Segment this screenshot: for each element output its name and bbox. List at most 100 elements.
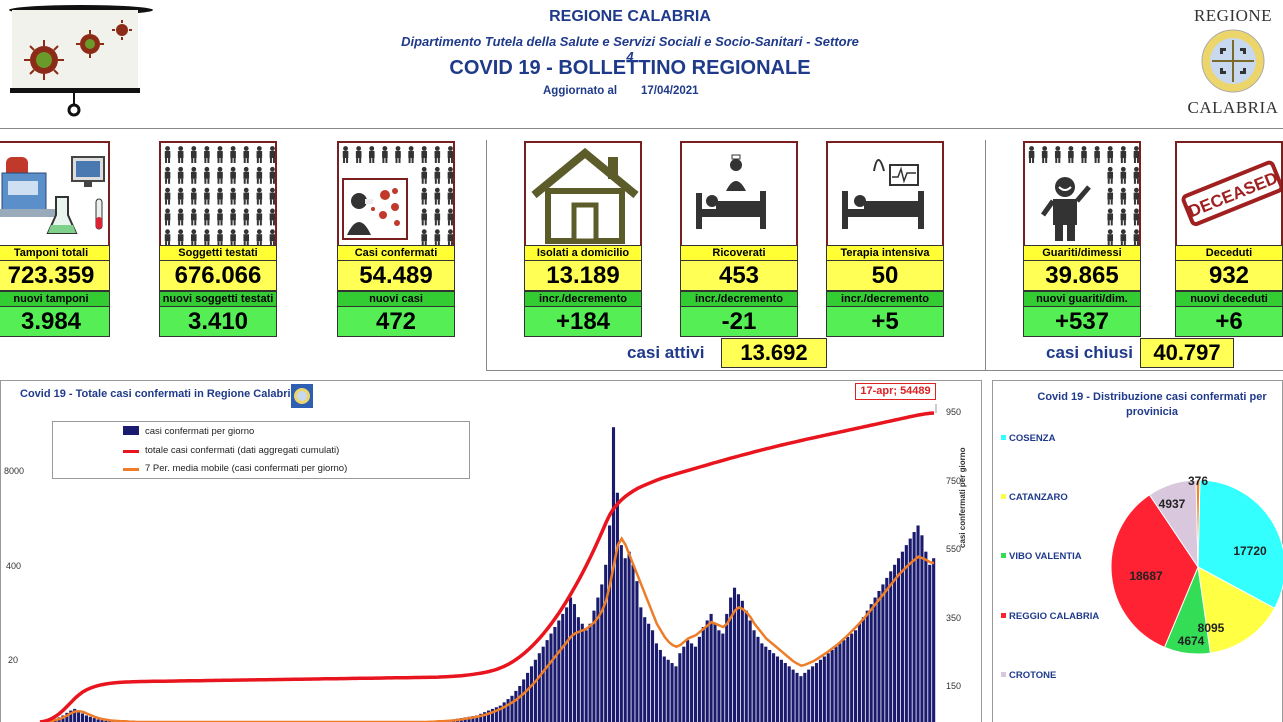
person-icon — [1068, 146, 1074, 163]
person-icon — [269, 187, 275, 205]
person-icon — [177, 146, 184, 163]
person-icon — [269, 229, 275, 245]
prov-label-vibo: VIBO VALENTIA — [1009, 551, 1082, 562]
swatch-cosenza — [1001, 435, 1006, 440]
person-icon — [190, 146, 197, 163]
person-icon — [243, 187, 250, 205]
updated-label: Aggiornato al — [543, 85, 618, 97]
legend-swatch-daily — [123, 426, 139, 435]
person-icon — [164, 146, 171, 163]
person-icon — [177, 208, 184, 226]
card-sub-value: 472 — [337, 307, 455, 337]
logo-text-bottom: CALABRIA — [1187, 98, 1279, 117]
calabria-flag-icon — [291, 384, 313, 408]
legend-item-moving-avg: 7 Per. media mobile (casi confermati per… — [123, 463, 348, 474]
person-icon — [204, 208, 210, 226]
card-value: 723.359 — [0, 261, 110, 291]
person-icon — [217, 146, 223, 163]
card-sub-label: nuovi guariti/dim. — [1023, 291, 1141, 307]
card-soggetti-testati: Soggetti testati 676.066 nuovi soggetti … — [159, 141, 277, 337]
person-icon — [1133, 166, 1139, 184]
section-divider-right — [985, 140, 986, 370]
card-sub-label: incr./decremento — [680, 291, 798, 307]
card-label: Isolati a domicilio — [524, 245, 642, 261]
person-icon — [368, 146, 375, 163]
card-sub-label: incr./decremento — [524, 291, 642, 307]
person-icon — [217, 166, 223, 184]
card-label: Deceduti — [1175, 245, 1283, 261]
card-value: 13.189 — [524, 261, 642, 291]
person-icon — [217, 208, 223, 226]
person-icon — [1120, 146, 1127, 163]
left-tick-8000: 8000 — [4, 466, 25, 476]
person-icon — [1107, 229, 1114, 245]
active-section-bottom — [486, 370, 986, 371]
person-icon — [217, 187, 223, 205]
legend-catanzaro: CATANZARO — [1001, 492, 1068, 503]
person-icon — [243, 166, 250, 184]
person-icon — [190, 166, 197, 184]
card-value: 39.865 — [1023, 261, 1141, 291]
bulletin-title: COVID 19 - BOLLETTINO REGIONALE — [449, 57, 811, 79]
person-icon — [1120, 229, 1127, 245]
person-icon — [204, 229, 210, 245]
pie-chart-title: Covid 19 - Distribuzione casi confermati… — [1037, 391, 1267, 418]
card-label: Soggetti testati — [159, 245, 277, 261]
legend-swatch-cumulative — [123, 450, 139, 453]
person-icon — [395, 146, 401, 163]
person-icon — [190, 208, 197, 226]
person-icon — [1133, 208, 1139, 226]
infected-person-icon — [337, 141, 455, 245]
left-tick-400: 400 — [6, 561, 22, 571]
hospital-bed-icon — [680, 141, 798, 245]
right-tick-150: 150 — [946, 681, 962, 691]
card-label: Casi confermati — [337, 245, 455, 261]
person-icon — [1133, 229, 1139, 245]
card-sub-value: +537 — [1023, 307, 1141, 337]
card-sub-value: 3.984 — [0, 307, 110, 337]
card-sub-label: incr./decremento — [826, 291, 944, 307]
person-icon — [230, 208, 236, 226]
card-deceduti: DECEASED Deceduti 932 nuovi deceduti +6 — [1175, 141, 1283, 337]
region-title: REGIONE CALABRIA — [549, 8, 711, 25]
prov-label-crotone: CROTONE — [1009, 670, 1057, 681]
person-icon — [1120, 187, 1127, 205]
person-icon — [164, 208, 171, 226]
person-icon — [1028, 146, 1035, 163]
right-tick-750: 750 — [946, 476, 962, 486]
person-icon — [177, 166, 184, 184]
legend-label-daily: casi confermati per giorno — [145, 426, 255, 437]
person-icon — [1120, 208, 1127, 226]
card-label: Ricoverati — [680, 245, 798, 261]
person-icon — [164, 187, 171, 205]
person-icon — [1120, 166, 1127, 184]
virus-logo-icon — [9, 5, 153, 117]
person-icon — [230, 229, 236, 245]
person-icon — [269, 208, 275, 226]
card-value: 54.489 — [337, 261, 455, 291]
person-icon — [256, 208, 263, 226]
section-divider-left — [486, 140, 487, 370]
legend-label-moving-avg: 7 Per. media mobile (casi confermati per… — [145, 463, 348, 474]
person-icon — [256, 187, 263, 205]
person-icon — [1107, 166, 1114, 184]
person-icon — [434, 229, 441, 245]
person-icon — [256, 146, 263, 163]
swatch-reggio-calabria — [1001, 613, 1006, 618]
regione-calabria-logo: REGIONE CALABRIA — [1183, 4, 1283, 120]
person-icon — [204, 187, 210, 205]
person-icon — [190, 229, 197, 245]
person-icon — [1107, 187, 1114, 205]
active-cases-value: 13.692 — [721, 338, 827, 368]
swatch-vibo-valentia — [1001, 553, 1006, 558]
person-icon — [230, 146, 236, 163]
person-icon — [256, 166, 263, 184]
person-icon — [447, 208, 453, 226]
person-icon — [217, 229, 223, 245]
card-label: Guariti/dimessi — [1023, 245, 1141, 261]
person-icon — [256, 229, 263, 245]
person-icon — [177, 187, 184, 205]
people-grid-icon — [159, 141, 277, 245]
person-icon — [204, 166, 210, 184]
card-ricoverati: Ricoverati 453 incr./decremento -21 — [680, 141, 798, 337]
